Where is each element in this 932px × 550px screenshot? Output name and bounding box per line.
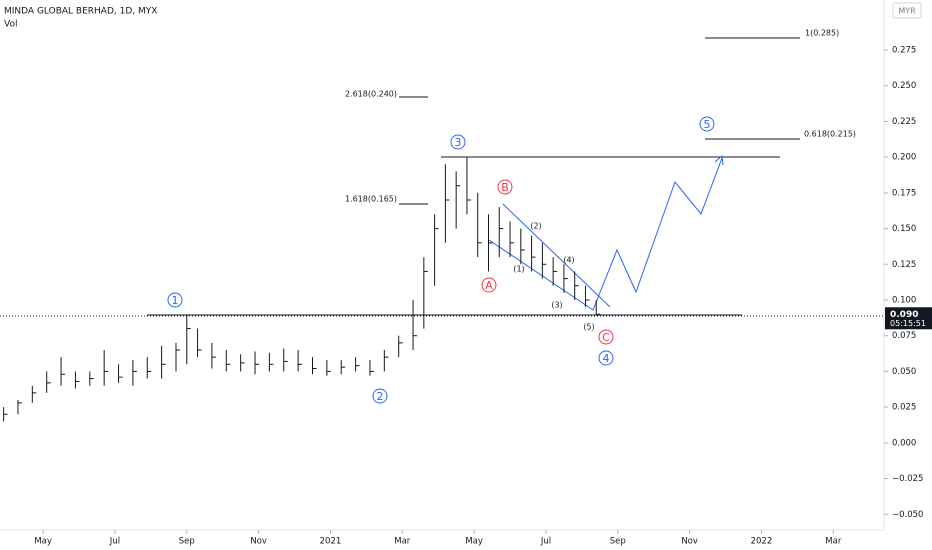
- y-tick-label: 0.250: [892, 81, 916, 91]
- y-tick-label: 0.025: [892, 403, 916, 413]
- countdown: 05:15:51: [890, 319, 926, 328]
- y-tick-label: 0.125: [892, 260, 916, 270]
- wave-circles: [167, 116, 715, 404]
- y-tick-label: 0.100: [892, 296, 916, 306]
- wave-label: 1: [172, 294, 179, 307]
- corrective-label: B: [501, 181, 509, 194]
- y-tick-label: 0.075: [892, 331, 916, 341]
- wave-label: 2: [377, 390, 384, 403]
- currency-button[interactable]: [892, 2, 922, 19]
- y-tick-label: 0.050: [892, 367, 916, 377]
- x-tick-label: 2022: [751, 537, 773, 547]
- wave-label: 4: [603, 352, 610, 365]
- x-tick-label: 2021: [320, 537, 342, 547]
- wave-label: 5: [704, 118, 711, 131]
- x-tick-label: May: [34, 537, 52, 547]
- sub-wave-label: (2): [530, 222, 541, 231]
- x-tick-label: Jul: [109, 537, 120, 547]
- currency[interactable]: MYR: [898, 7, 916, 16]
- corrective-label: A: [485, 279, 493, 292]
- projection-arrow: [714, 155, 724, 166]
- last-price-label: 0.090: [890, 310, 918, 320]
- channel-line: [502, 203, 611, 308]
- fib-label: 0.618(0.215): [804, 130, 856, 139]
- sub-wave-label: (1): [513, 265, 524, 274]
- x-tick-label: Sep: [610, 537, 626, 547]
- volume-label: Vol: [4, 20, 17, 30]
- corrective-circles: [481, 179, 614, 345]
- fib-label: 1.618(0.165): [345, 195, 397, 204]
- fib-label: 2.618(0.240): [345, 90, 397, 99]
- x-tick-label: Jul: [540, 537, 551, 547]
- wave-label: 3: [455, 136, 462, 149]
- y-tick-label: 0.000: [892, 438, 916, 448]
- y-tick-label: −0.050: [892, 510, 923, 520]
- x-tick-label: Mar: [394, 537, 411, 547]
- x-tick-label: Sep: [179, 537, 195, 547]
- y-tick-label: 0.175: [892, 188, 916, 198]
- sub-wave-label: (4): [563, 256, 574, 265]
- x-tick-label: Nov: [250, 537, 267, 547]
- chart-title: MINDA GLOBAL BERHAD, 1D, MYX: [4, 7, 157, 17]
- corrective-label: C: [602, 331, 610, 344]
- x-tick-label: May: [465, 537, 483, 547]
- y-tick-label: 0.150: [892, 224, 916, 234]
- y-tick-label: 0.200: [892, 153, 916, 163]
- fib-label: 1(0.285): [805, 29, 839, 38]
- sub-wave-label: (5): [583, 323, 594, 332]
- sub-wave-label: (3): [551, 301, 562, 310]
- last-price-box: [885, 307, 932, 330]
- y-tick-label: −0.025: [892, 474, 923, 484]
- y-tick-label: 0.225: [892, 117, 916, 127]
- channel-line: [488, 239, 594, 311]
- x-tick-label: Nov: [681, 537, 698, 547]
- y-tick-label: 0.275: [892, 46, 916, 56]
- projection-path: [592, 157, 723, 311]
- x-tick-label: Mar: [825, 537, 842, 547]
